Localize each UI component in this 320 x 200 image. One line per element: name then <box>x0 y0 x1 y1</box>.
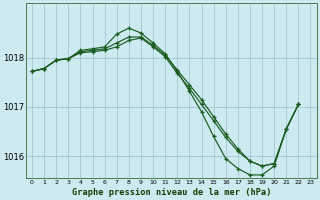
X-axis label: Graphe pression niveau de la mer (hPa): Graphe pression niveau de la mer (hPa) <box>71 188 271 197</box>
